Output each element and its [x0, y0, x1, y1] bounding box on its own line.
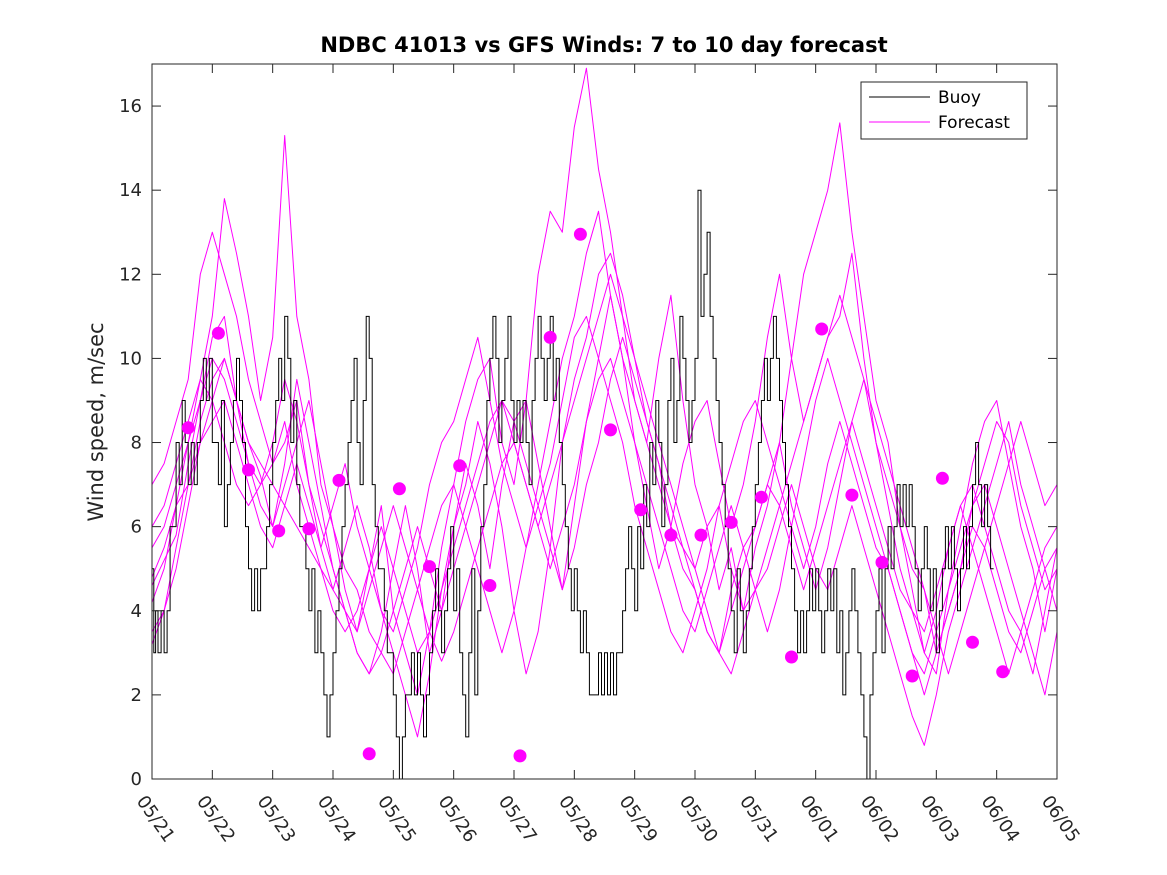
buoy-line	[152, 189, 994, 780]
x-tick-label: 05/25	[373, 792, 420, 847]
forecast-marker	[754, 490, 768, 504]
y-tick-label: 0	[131, 769, 142, 790]
y-tick-label: 10	[119, 348, 142, 369]
y-tick-label: 8	[131, 433, 142, 454]
legend-label-buoy: Buoy	[938, 88, 981, 108]
forecast-line-7	[151, 336, 1058, 675]
x-tick-label: 06/02	[856, 792, 903, 847]
x-tick-label: 05/29	[615, 792, 662, 847]
legend-box	[860, 81, 1028, 140]
forecast-marker	[785, 650, 798, 664]
y-tick-label: 14	[119, 180, 142, 201]
legend: Buoy Forecast	[860, 81, 1028, 140]
forecast-marker	[634, 503, 648, 517]
x-tick-label: 05/27	[494, 792, 541, 847]
y-axis-label: Wind speed, m/sec	[84, 322, 108, 521]
forecast-marker	[211, 326, 225, 340]
forecast-marker	[845, 488, 859, 502]
forecast-marker	[513, 749, 527, 763]
forecast-line-4	[151, 210, 1058, 746]
forecast-marker	[905, 669, 919, 683]
x-tick-label: 05/22	[192, 792, 239, 847]
x-tick-label: 05/21	[132, 792, 179, 847]
forecast-marker	[483, 579, 497, 592]
forecast-marker	[181, 421, 195, 435]
x-tick-label: 06/05	[1037, 792, 1084, 847]
x-tick-label: 05/24	[313, 792, 360, 847]
forecast-marker	[272, 524, 286, 538]
series-layer	[151, 67, 1058, 780]
forecast-marker	[966, 635, 979, 649]
x-tick-label: 06/01	[796, 792, 843, 847]
forecast-marker	[996, 665, 1010, 679]
x-tick-label: 06/04	[977, 792, 1024, 847]
forecast-marker	[815, 322, 829, 336]
x-tick-label: 05/28	[554, 792, 601, 847]
forecast-marker	[362, 747, 376, 761]
forecast-line-6	[151, 357, 1058, 696]
y-tick-label: 2	[131, 685, 142, 706]
forecast-marker	[604, 423, 617, 437]
forecast-marker	[573, 227, 587, 241]
x-tick-label: 06/03	[916, 792, 963, 847]
chart-title: NDBC 41013 vs GFS Winds: 7 to 10 day for…	[320, 33, 887, 57]
marker-layer	[181, 227, 1010, 763]
forecast-marker	[724, 515, 738, 529]
y-tick-label: 6	[131, 517, 142, 538]
forecast-line-1	[151, 67, 1058, 696]
forecast-marker	[543, 330, 557, 344]
forecast-marker	[453, 459, 467, 473]
forecast-marker	[302, 522, 316, 536]
x-tick-label: 05/30	[675, 792, 722, 847]
forecast-marker	[242, 463, 255, 477]
x-tick-label: 05/26	[434, 792, 481, 847]
plot-frame	[151, 63, 1058, 780]
legend-label-forecast: Forecast	[938, 113, 1010, 133]
x-tick-label: 05/31	[735, 792, 782, 847]
forecast-marker	[392, 482, 406, 496]
forecast-marker	[332, 473, 346, 487]
x-tick-label: 05/23	[253, 792, 300, 847]
forecast-marker	[935, 471, 949, 485]
forecast-line-3	[151, 231, 1058, 738]
y-tick-label: 4	[131, 601, 142, 622]
forecast-marker	[694, 528, 708, 542]
y-tick-label: 16	[119, 96, 142, 117]
forecast-line-2	[151, 252, 1058, 675]
forecast-marker	[664, 528, 678, 542]
y-tick-label: 12	[119, 264, 142, 285]
forecast-marker	[423, 560, 436, 574]
forecast-marker	[875, 555, 889, 569]
